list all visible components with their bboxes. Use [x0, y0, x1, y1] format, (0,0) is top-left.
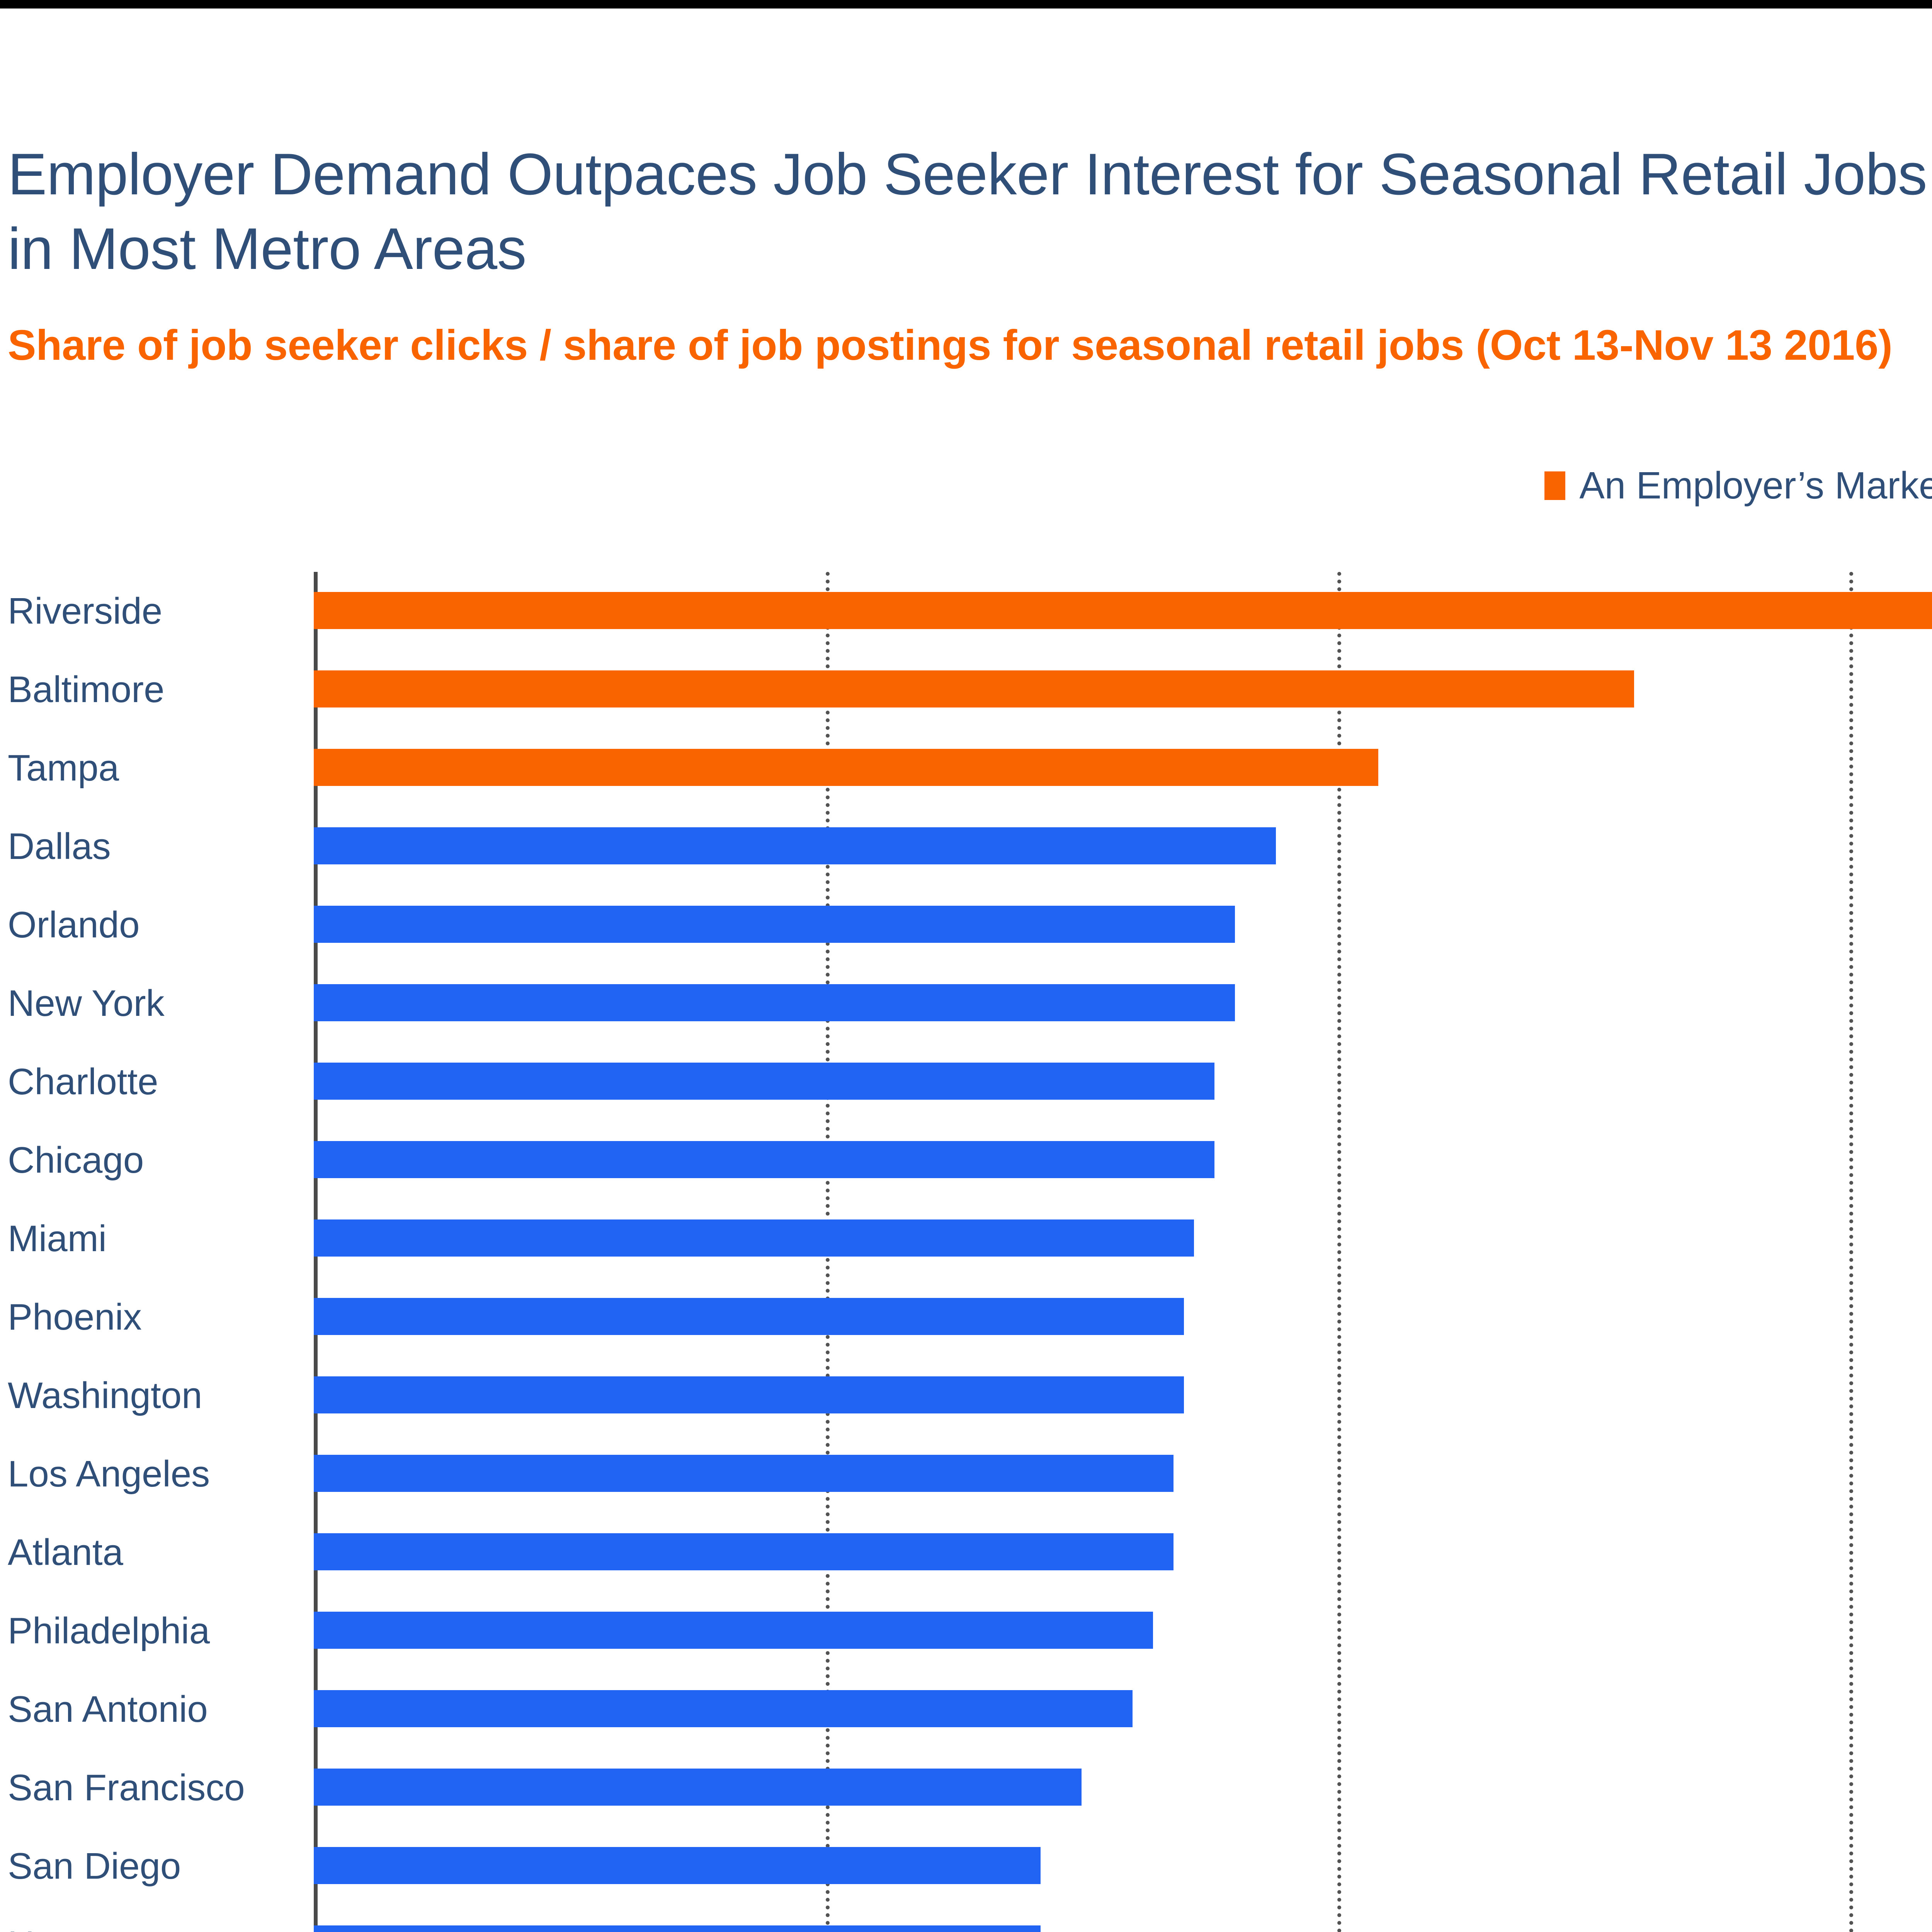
top-rule	[0, 0, 1932, 9]
page-title: Employer Demand Outpaces Job Seeker Inte…	[8, 137, 1932, 286]
bar-row-label: San Diego	[8, 1845, 181, 1887]
bar-row: Charlotte	[0, 1043, 1932, 1121]
bar-orlando[interactable]	[314, 906, 1235, 943]
bar-miami[interactable]	[314, 1219, 1194, 1257]
legend-label-employer-market: An Employer’s Market	[1579, 464, 1932, 507]
bar-tampa[interactable]	[314, 749, 1378, 786]
bar-rows-container: Riverside Baltimore Tampa Dallas Orlando New …	[0, 572, 1932, 1932]
bar-row: Tampa	[0, 729, 1932, 807]
chart-legend: An Employer’s Market A Job Seeker’s Mark…	[1544, 464, 1932, 507]
bar-san-diego[interactable]	[314, 1847, 1041, 1884]
bar-row-label: Houston	[8, 1923, 301, 1932]
legend-swatch-orange-icon	[1544, 471, 1566, 500]
bar-row-label: San Francisco	[8, 1767, 245, 1808]
chart-plot-area: Riverside Baltimore Tampa Dallas Orlando New …	[0, 572, 1932, 1932]
bar-row: Atlanta	[0, 1513, 1932, 1592]
bar-philadelphia[interactable]	[314, 1612, 1153, 1649]
gridline-1.0	[1337, 572, 1345, 1932]
bar-washington[interactable]	[314, 1376, 1184, 1413]
bar-row-label: New York	[8, 982, 165, 1024]
bar-row: Chicago	[0, 1121, 1932, 1199]
bar-row-label: Charlotte	[8, 1061, 158, 1102]
bar-row-label: Chicago	[8, 1139, 144, 1181]
bar-row: Phoenix	[0, 1278, 1932, 1356]
bar-row: San Francisco	[0, 1748, 1932, 1827]
bar-los-angeles[interactable]	[314, 1455, 1174, 1492]
bar-row: Washington	[0, 1356, 1932, 1435]
bar-row-label: Los Angeles	[8, 1453, 210, 1495]
bar-row: New York	[0, 964, 1932, 1043]
bar-row-label: San Antonio	[8, 1688, 208, 1730]
bar-row-label: Riverside	[8, 590, 163, 632]
bar-row: Baltimore	[0, 650, 1932, 729]
gridline-1.5	[1849, 572, 1857, 1932]
page-subtitle: Share of job seeker clicks / share of jo…	[8, 321, 1893, 369]
bar-houston[interactable]	[314, 1925, 1041, 1932]
bar-row: Orlando	[0, 886, 1932, 964]
bar-row-label: Philadelphia	[8, 1610, 210, 1651]
bar-atlanta[interactable]	[314, 1533, 1174, 1570]
bar-row: San Antonio	[0, 1670, 1932, 1748]
bar-row: Philadelphia	[0, 1592, 1932, 1670]
bar-row-label: Dallas	[8, 825, 111, 867]
bar-row-label: Baltimore	[8, 668, 165, 710]
bar-row-label: Phoenix	[8, 1296, 142, 1338]
bar-row: Los Angeles	[0, 1435, 1932, 1513]
bar-baltimore[interactable]	[314, 670, 1634, 707]
bar-row-label: Washington	[8, 1374, 202, 1416]
bar-row: Houston	[0, 1905, 1932, 1932]
bar-phoenix[interactable]	[314, 1298, 1184, 1335]
bar-new-york[interactable]	[314, 984, 1235, 1021]
bar-row: Miami	[0, 1199, 1932, 1278]
bar-row-label: Atlanta	[8, 1531, 123, 1573]
bar-san-antonio[interactable]	[314, 1690, 1133, 1727]
bar-charlotte[interactable]	[314, 1063, 1215, 1100]
bar-dallas[interactable]	[314, 827, 1276, 864]
bar-row: San Diego	[0, 1827, 1932, 1905]
bar-row-label: Tampa	[8, 747, 119, 789]
page-title-line-1: Employer Demand Outpaces Job Seeker Inte…	[8, 141, 1927, 207]
bar-chicago[interactable]	[314, 1141, 1215, 1178]
bar-row-label: Orlando	[8, 904, 140, 946]
page-title-line-2: in Most Metro Areas	[8, 216, 527, 282]
bar-row-label: Miami	[8, 1218, 107, 1259]
bar-san-francisco[interactable]	[314, 1769, 1082, 1806]
bar-row: Riverside	[0, 572, 1932, 650]
bar-row: Dallas	[0, 807, 1932, 886]
legend-item-employer-market[interactable]: An Employer’s Market	[1544, 464, 1932, 507]
bar-riverside[interactable]	[314, 592, 1932, 629]
